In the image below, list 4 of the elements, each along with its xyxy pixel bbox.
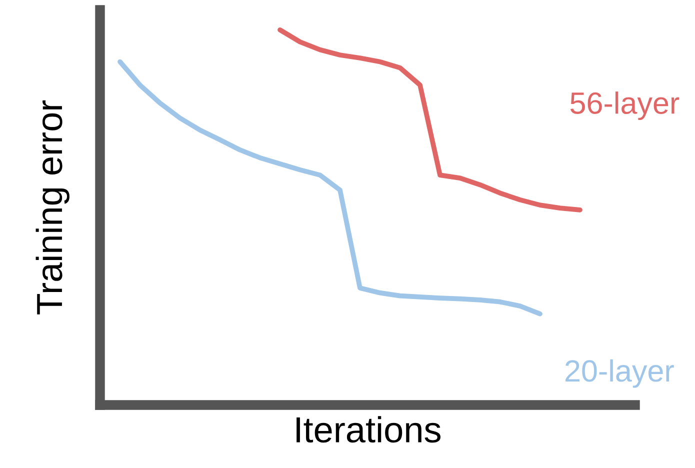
x-axis-title: Iterations	[296, 416, 440, 443]
text: 56-layer	[570, 92, 680, 120]
y-axis-title: Training error	[36, 100, 70, 314]
series-label: 20-layer	[566, 359, 674, 388]
